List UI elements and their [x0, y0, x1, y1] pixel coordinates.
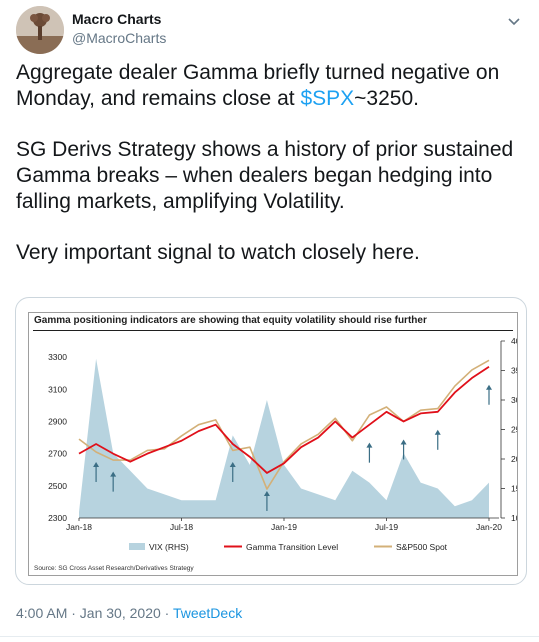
x-tick-label: Jan-19 — [271, 522, 297, 532]
x-tick-label: Jan-20 — [476, 522, 502, 532]
vix-area — [79, 358, 489, 518]
y-right-tick-label: 40 — [511, 336, 517, 346]
chart-title: Gamma positioning indicators are showing… — [34, 315, 427, 326]
signal-arrowhead — [434, 429, 441, 435]
source-app-link[interactable]: TweetDeck — [172, 605, 243, 621]
author-handle[interactable]: @MacroCharts — [72, 30, 167, 46]
chart-title-rule — [33, 330, 513, 331]
legend-label: Gamma Transition Level — [246, 542, 338, 552]
gamma-line — [78, 365, 490, 474]
tweet-text-span: Aggregate dealer Gamma briefly turned ne… — [16, 61, 500, 110]
legend-swatch-vix — [129, 543, 145, 550]
y-right-tick-label: 35 — [511, 366, 517, 376]
tweet-header: Macro Charts @MacroCharts — [16, 6, 523, 54]
tweet-text-span: ~3250. — [354, 87, 419, 110]
x-tick-label: Jul-18 — [170, 522, 193, 532]
signal-arrowhead — [400, 439, 407, 445]
signal-arrowhead — [366, 442, 373, 448]
chart-plot: 2300 2500 2700 2900 3100 3300 10 15 20 25 30 35 40 Ja… — [48, 336, 517, 552]
spx-line — [78, 359, 490, 490]
tweet-timestamp[interactable]: 4:00 AM · Jan 30, 2020 · — [16, 605, 173, 621]
signal-arrowhead — [93, 461, 100, 467]
y-left-tick-label: 3100 — [48, 384, 67, 394]
tweet-meta: 4:00 AM · Jan 30, 2020 · TweetDeck — [16, 605, 242, 621]
y-left-tick-label: 2900 — [48, 416, 67, 426]
x-tick-label: Jan-18 — [66, 522, 92, 532]
chevron-down-icon[interactable] — [505, 12, 523, 30]
y-right-tick-label: 30 — [511, 395, 517, 405]
tweet-paragraph-3: Very important signal to watch closely h… — [16, 241, 420, 264]
signal-arrowhead — [263, 490, 270, 496]
y-right-tick-label: 25 — [511, 425, 517, 435]
signal-arrowhead — [229, 461, 236, 467]
tweet-paragraph-2: SG Derivs Strategy shows a history of pr… — [16, 138, 514, 213]
tweet-paragraph-1: Aggregate dealer Gamma briefly turned ne… — [16, 60, 521, 112]
media-card[interactable]: Gamma positioning indicators are showing… — [15, 297, 527, 585]
author-name[interactable]: Macro Charts — [72, 11, 162, 27]
chart: Gamma positioning indicators are showing… — [28, 312, 518, 576]
signal-arrowhead — [486, 384, 492, 390]
y-left-tick-label: 2500 — [48, 481, 67, 491]
legend-label: S&P500 Spot — [396, 542, 448, 552]
y-left-tick-label: 2300 — [48, 513, 67, 523]
y-left-tick-label: 2700 — [48, 449, 67, 459]
chart-source: Source: SG Cross Asset Research/Derivati… — [34, 565, 194, 572]
signal-arrowhead — [110, 471, 117, 477]
y-right-tick-label: 20 — [511, 454, 517, 464]
divider — [0, 636, 539, 637]
y-right-tick-label: 15 — [511, 484, 517, 494]
cashtag-link[interactable]: $SPX — [300, 87, 355, 110]
y-left-tick-label: 3300 — [48, 352, 67, 362]
legend-label: VIX (RHS) — [149, 542, 189, 552]
x-tick-label: Jul-19 — [375, 522, 398, 532]
avatar[interactable] — [16, 6, 64, 54]
y-right-tick-label: 10 — [511, 513, 517, 523]
tweet-text: Aggregate dealer Gamma briefly turned ne… — [16, 60, 521, 291]
